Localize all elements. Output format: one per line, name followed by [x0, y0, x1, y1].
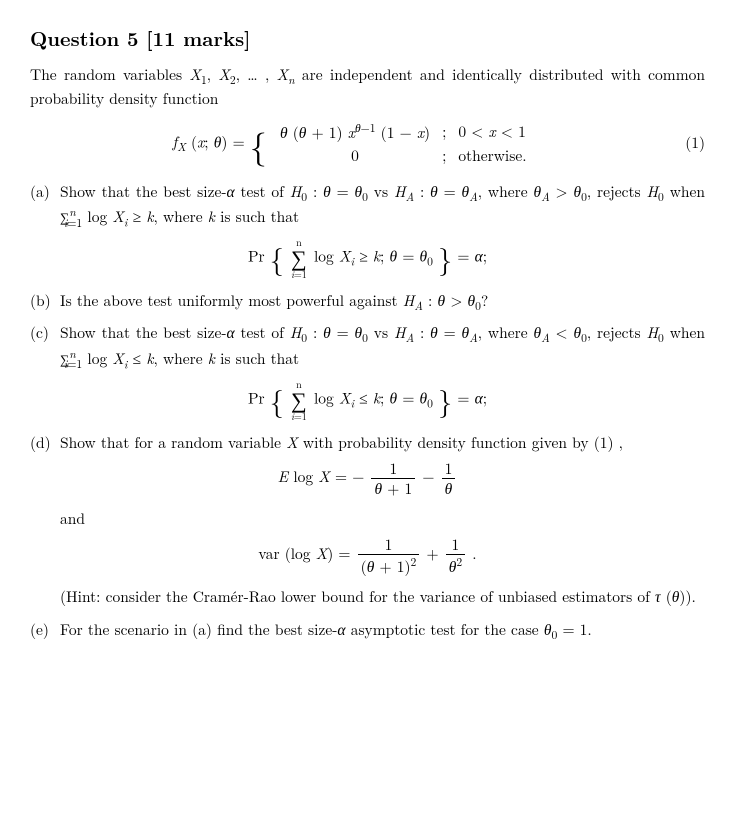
part-c: (c) Show that the best size-α test of H0… — [30, 323, 705, 373]
question-title: Question 5 [11 marks] — [30, 24, 705, 51]
part-d: (d) Show that for a random variable X wi… — [30, 433, 705, 454]
intro-text: The random variables X1, X2, … , Xn are … — [30, 65, 705, 110]
equation-tag: (1) — [675, 133, 705, 154]
pdf-equation: fX (x; θ) = { θ (θ + 1) xθ−1 (1 − x) ; 0… — [30, 120, 705, 168]
part-d-hint: (Hint: consider the Cramér-Rao lower bou… — [60, 587, 705, 608]
part-a: (a) Show that the best size-α test of H0… — [30, 182, 705, 232]
part-a-equation: Pr { n∑i=1 log Xi ≥ k; θ = θ0 } = α; — [30, 237, 705, 279]
part-e: (e) For the scenario in (a) find the bes… — [30, 620, 705, 644]
part-b: (b) Is the above test uniformly most pow… — [30, 291, 705, 315]
part-c-equation: Pr { n∑i=1 log Xi ≤ k; θ = θ0 } = α; — [30, 379, 705, 421]
part-d-eq1: E log X = − 1θ + 1 − 1θ — [30, 460, 705, 497]
part-d-and: and — [60, 509, 705, 530]
part-d-eq2: var (log X) = 1(θ + 1)2 + 1θ2 . — [30, 536, 705, 575]
